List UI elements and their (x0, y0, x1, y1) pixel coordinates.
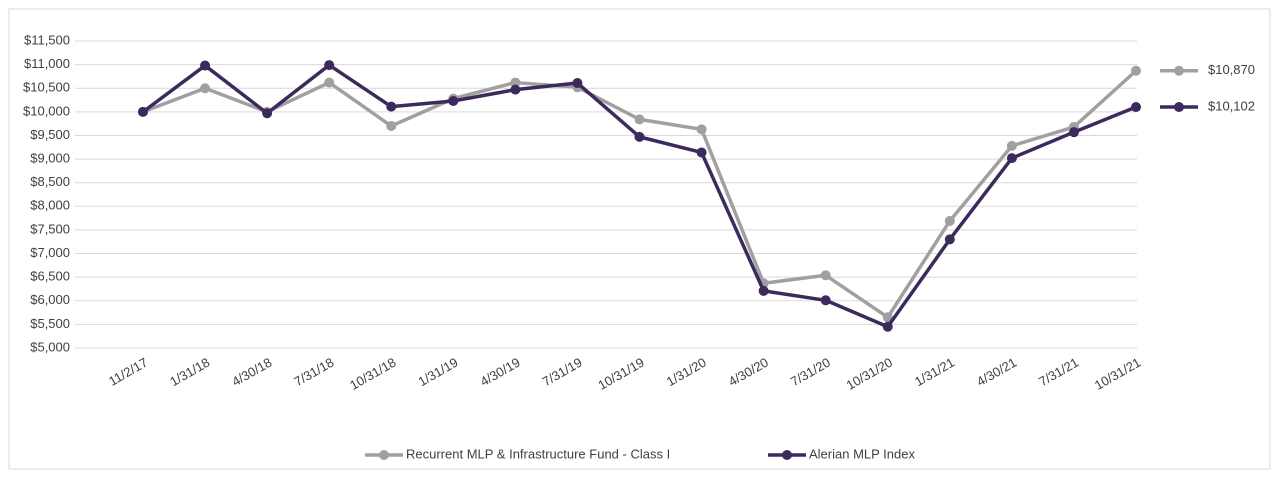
x-tick-label: 7/31/20 (788, 355, 833, 390)
point (386, 121, 397, 132)
point (758, 285, 769, 296)
point (510, 84, 521, 95)
point (1131, 65, 1141, 76)
legend-label: Alerian MLP Index (809, 446, 915, 461)
y-tick-label: $9,500 (30, 127, 70, 142)
y-tick-label: $5,000 (30, 339, 70, 354)
y-tick-label: $7,500 (30, 221, 70, 236)
point (1131, 102, 1141, 113)
point (1068, 127, 1079, 138)
legend-swatch (782, 450, 792, 460)
point (386, 101, 397, 112)
legend-swatch (379, 450, 389, 460)
x-tick-label: 10/31/19 (595, 355, 646, 393)
point (324, 60, 335, 71)
x-tick-label: 11/2/17 (106, 355, 150, 389)
x-tick-label: 7/31/21 (1036, 355, 1081, 390)
y-tick-label: $11,000 (24, 56, 70, 71)
point (324, 77, 335, 88)
point (820, 295, 831, 306)
y-tick-label: $6,000 (30, 292, 70, 307)
end-label-marker (1174, 102, 1184, 113)
y-tick-label: $6,500 (30, 269, 70, 284)
x-tick-label: 4/30/21 (974, 355, 1019, 390)
point (572, 78, 583, 89)
point (696, 147, 707, 158)
y-tick-label: $11,500 (24, 32, 70, 47)
end-label-marker (1174, 65, 1184, 76)
x-tick-label: 1/31/21 (912, 355, 957, 390)
x-tick-label: 10/31/20 (844, 355, 895, 393)
x-tick-label: 7/31/19 (540, 355, 585, 390)
point (634, 114, 645, 125)
x-tick-label: 10/31/21 (1092, 355, 1143, 393)
y-tick-label: $7,000 (30, 245, 70, 260)
y-tick-label: $5,500 (30, 316, 70, 331)
point (944, 215, 955, 226)
point (1006, 153, 1017, 164)
y-tick-label: $10,500 (23, 80, 70, 95)
point (882, 321, 893, 332)
point (200, 60, 211, 71)
series-line (142, 69, 1138, 320)
x-tick-label: 4/30/18 (229, 355, 274, 390)
x-tick-label: 1/31/18 (167, 355, 212, 390)
end-label: $10,870 (1208, 62, 1255, 77)
point (882, 312, 893, 323)
x-tick-label: 1/31/20 (664, 355, 709, 390)
point (138, 106, 148, 117)
y-tick-label: $9,000 (30, 151, 70, 166)
y-tick-label: $10,000 (23, 103, 70, 118)
y-tick-label: $8,000 (30, 198, 70, 213)
x-tick-label: 10/31/18 (347, 355, 398, 393)
point (696, 124, 707, 135)
chart-border (8, 8, 1271, 470)
x-tick-label: 4/30/19 (478, 355, 523, 390)
point (820, 270, 831, 281)
point (200, 83, 211, 94)
point (944, 234, 955, 245)
x-tick-label: 7/31/18 (291, 355, 336, 390)
point (448, 95, 459, 106)
x-tick-label: 1/31/19 (415, 355, 460, 390)
y-tick-label: $8,500 (30, 174, 70, 189)
x-tick-label: 4/30/20 (726, 355, 771, 390)
point (510, 77, 521, 88)
point (1006, 140, 1017, 151)
point (262, 108, 273, 119)
end-label: $10,102 (1208, 98, 1255, 113)
legend-label: Recurrent MLP & Infrastructure Fund - Cl… (406, 446, 670, 461)
point (634, 131, 645, 142)
series-line (141, 63, 1137, 329)
